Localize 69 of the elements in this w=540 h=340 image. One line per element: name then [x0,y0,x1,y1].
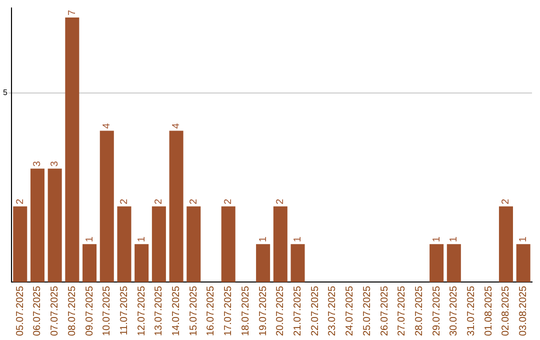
bar [100,130,114,282]
x-tick-label: 18.07.2025 [240,286,252,336]
bar [256,244,270,282]
x-tick-label: 19.07.2025 [258,286,269,336]
data-label: 2 [118,198,130,204]
y-tick-label: 5 [2,88,8,98]
data-label: 7 [66,9,78,16]
bar [186,206,201,282]
x-tick-label: 24.07.2025 [344,286,356,336]
x-tick-label: 16.07.2025 [206,286,217,336]
data-label: 2 [154,198,165,204]
x-tick-label: 17.07.2025 [223,286,234,336]
bar [430,244,444,282]
data-label: 1 [292,236,304,242]
bar [273,206,288,282]
x-tick-label: 14.07.2025 [171,286,182,336]
data-label: 3 [32,160,44,167]
x-tick-label: 23.07.2025 [327,286,338,336]
x-tick-label: 25.07.2025 [362,286,373,336]
x-tick-label: 15.07.2025 [188,286,200,336]
x-tick-label: 28.07.2025 [414,286,425,336]
bar [446,244,461,282]
x-tick-label: 02.08.2025 [500,286,512,336]
x-tick-label: 09.07.2025 [84,286,96,336]
x-tick-label: 30.07.2025 [448,286,460,336]
bar [152,206,166,282]
bar [82,244,97,282]
data-label: 1 [84,236,96,242]
x-tick-label: 12.07.2025 [136,286,148,336]
data-label: 2 [275,198,286,204]
bar [65,17,80,282]
data-label: 1 [448,236,460,242]
x-tick-label: 29.07.2025 [431,286,442,336]
x-tick-label: 31.07.2025 [466,286,478,336]
bar [13,206,28,282]
bar [30,168,44,282]
bar [516,244,530,282]
data-label: 1 [258,236,269,242]
data-label: 1 [431,236,442,242]
data-label: 1 [518,236,530,242]
data-label: 2 [223,198,234,204]
x-tick-label: 08.07.2025 [66,286,78,336]
x-tick-label: 10.07.2025 [102,286,113,336]
x-tick-label: 05.07.2025 [14,286,26,336]
bar [221,206,236,282]
data-label: 1 [136,236,148,242]
x-tick-label: 03.08.2025 [518,286,530,336]
x-tick-label: 01.08.2025 [483,286,494,336]
bar [169,130,184,282]
x-tick-label: 11.07.2025 [118,286,130,336]
bar [290,244,305,282]
data-label: 2 [14,198,26,204]
x-tick-label: 21.07.2025 [292,286,304,336]
x-tick-label: 13.07.2025 [154,286,165,336]
x-tick-label: 20.07.2025 [275,286,286,336]
bar [117,206,132,282]
bar [498,206,513,282]
data-label: 4 [171,122,182,129]
x-tick-label: 27.07.2025 [396,286,408,336]
data-label: 2 [500,198,512,204]
data-label: 2 [188,198,200,204]
x-tick-label: 26.07.2025 [379,286,390,336]
x-tick-label: 07.07.2025 [50,286,61,336]
x-tick-label: 22.07.2025 [310,286,321,336]
data-label: 4 [102,122,113,129]
data-label: 3 [50,160,61,167]
bar [134,244,149,282]
bar [48,168,62,282]
x-tick-label: 06.07.2025 [32,286,44,336]
